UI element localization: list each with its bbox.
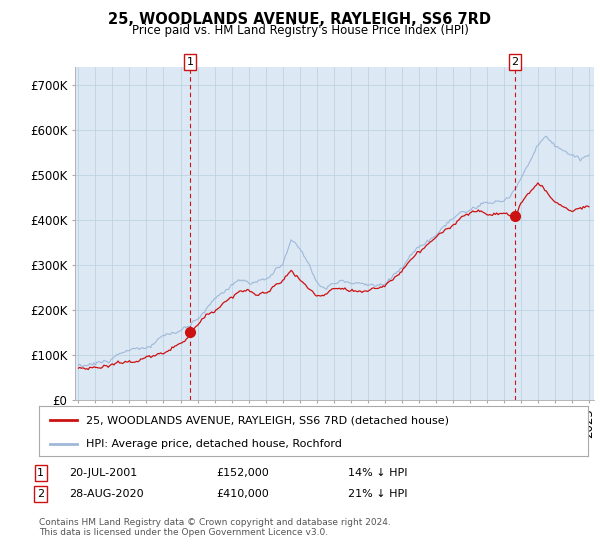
Text: 25, WOODLANDS AVENUE, RAYLEIGH, SS6 7RD (detached house): 25, WOODLANDS AVENUE, RAYLEIGH, SS6 7RD …: [86, 415, 449, 425]
Text: Price paid vs. HM Land Registry's House Price Index (HPI): Price paid vs. HM Land Registry's House …: [131, 24, 469, 36]
Text: 14% ↓ HPI: 14% ↓ HPI: [348, 468, 407, 478]
Text: 2: 2: [37, 489, 44, 499]
Text: £410,000: £410,000: [216, 489, 269, 499]
Text: 1: 1: [187, 57, 193, 67]
Text: 28-AUG-2020: 28-AUG-2020: [69, 489, 143, 499]
Text: 25, WOODLANDS AVENUE, RAYLEIGH, SS6 7RD: 25, WOODLANDS AVENUE, RAYLEIGH, SS6 7RD: [109, 12, 491, 27]
Text: 20-JUL-2001: 20-JUL-2001: [69, 468, 137, 478]
Text: Contains HM Land Registry data © Crown copyright and database right 2024.
This d: Contains HM Land Registry data © Crown c…: [39, 518, 391, 538]
Text: £152,000: £152,000: [216, 468, 269, 478]
Text: 2: 2: [511, 57, 518, 67]
Text: HPI: Average price, detached house, Rochford: HPI: Average price, detached house, Roch…: [86, 439, 341, 449]
Text: 1: 1: [37, 468, 44, 478]
Text: 21% ↓ HPI: 21% ↓ HPI: [348, 489, 407, 499]
